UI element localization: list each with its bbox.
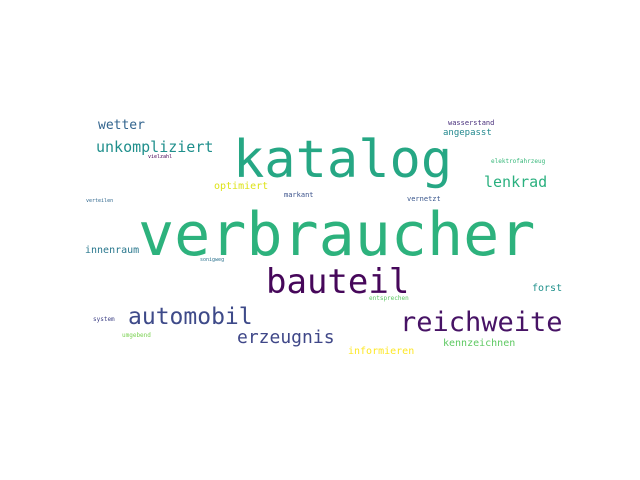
word-angepasst: angepasst (443, 128, 492, 138)
word-verteilen: verteilen (86, 198, 114, 204)
word-markant: markant (284, 191, 314, 199)
word-reichweite: reichweite (400, 307, 563, 338)
word-umgebend: umgebend (122, 332, 151, 339)
word-katalog: katalog (233, 130, 453, 190)
word-verbraucher: verbraucher (138, 200, 536, 270)
word-erzeugnis: erzeugnis (237, 327, 335, 348)
word-wasserstand: wasserstand (448, 119, 495, 127)
word-system: system (93, 316, 115, 323)
word-unkompliziert: unkompliziert (96, 138, 214, 156)
word-entsprechen: entsprechen (369, 295, 409, 302)
word-optimiert: optimiert (214, 181, 269, 192)
word-vernetzt: vernetzt (407, 195, 441, 203)
word-sonigweg: sonigweg (200, 257, 225, 263)
word-elektrofahrzeug: elektrofahrzeug (491, 158, 546, 165)
word-kennzeichnen: kennzeichnen (443, 338, 516, 349)
word-informieren: informieren (348, 346, 415, 357)
word-vielzahl: vielzahl (148, 154, 173, 160)
word-forst: forst (532, 283, 563, 294)
word-lenkrad: lenkrad (484, 173, 548, 191)
word-bauteil: bauteil (266, 262, 410, 302)
word-wetter: wetter (98, 118, 145, 133)
word-automobil: automobil (128, 304, 253, 330)
word-innenraum: innenraum (85, 245, 140, 256)
